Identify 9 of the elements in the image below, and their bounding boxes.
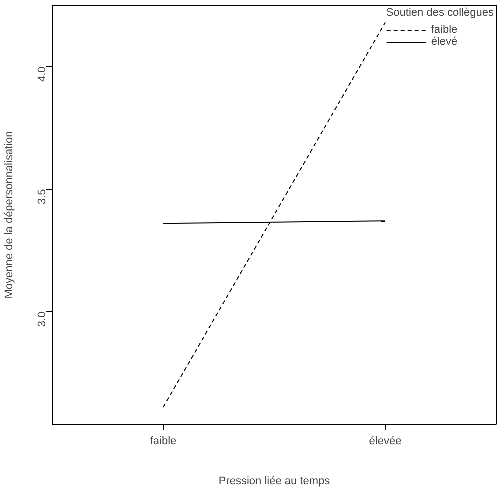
legend-label: faible — [431, 24, 458, 36]
y-axis-title: Moyenne de la dépersonnalisation — [4, 131, 16, 299]
y-tick-label: 3.5 — [36, 189, 48, 205]
y-tick-label: 3.0 — [36, 312, 48, 328]
x-tick-label: élevée — [369, 436, 402, 448]
legend-title: Soutien des collègues — [386, 7, 494, 19]
legend-label: élevé — [431, 36, 458, 48]
x-axis-title: Pression liée au temps — [218, 476, 331, 488]
y-tick-label: 4.0 — [36, 66, 48, 82]
